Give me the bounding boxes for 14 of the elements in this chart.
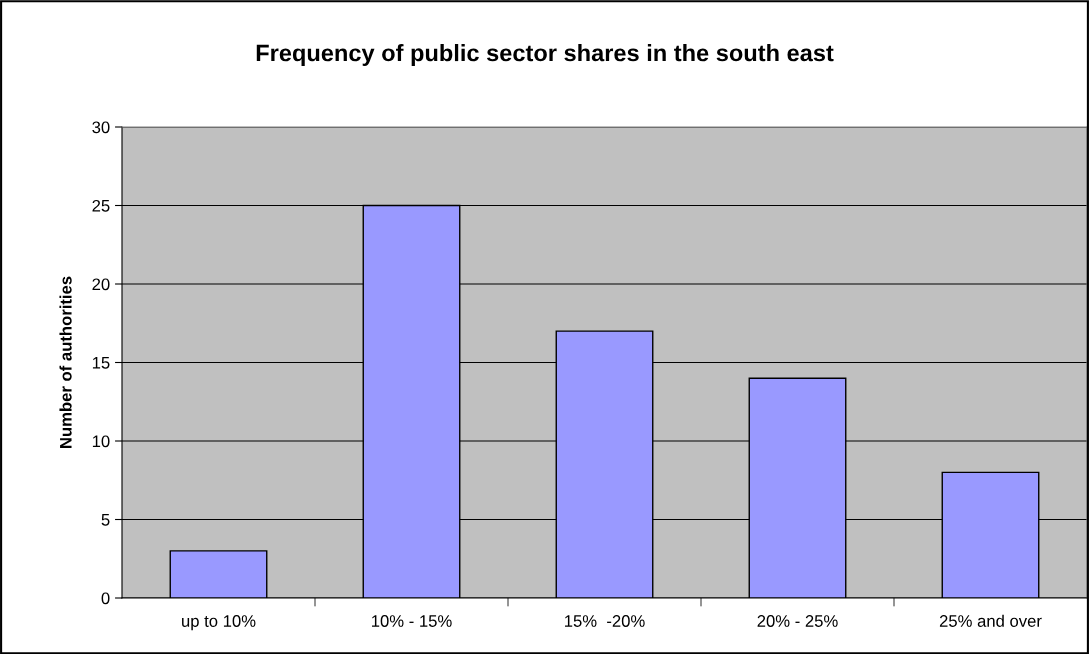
y-tick-label: 0 [101,592,110,605]
y-tick-label: 30 [92,121,110,134]
y-axis-title: Number of authorities [59,276,72,448]
x-tick-label: 10% - 15% [372,615,452,627]
y-tick-label: 5 [101,514,110,526]
x-tick-label: up to 10% [182,615,256,631]
chart-title: Frequency of public sector shares in the south east [256,44,834,66]
y-tick-label: 15 [92,357,110,369]
x-tick-label: 25% and over [939,614,1042,627]
y-tick-label: 20 [92,278,110,291]
y-tick-label: 25 [92,199,110,212]
x-tick-label: 20% - 25% [757,615,838,627]
x-tick-label: 15% -20% [565,615,645,627]
y-tick-label: 10 [92,435,110,448]
